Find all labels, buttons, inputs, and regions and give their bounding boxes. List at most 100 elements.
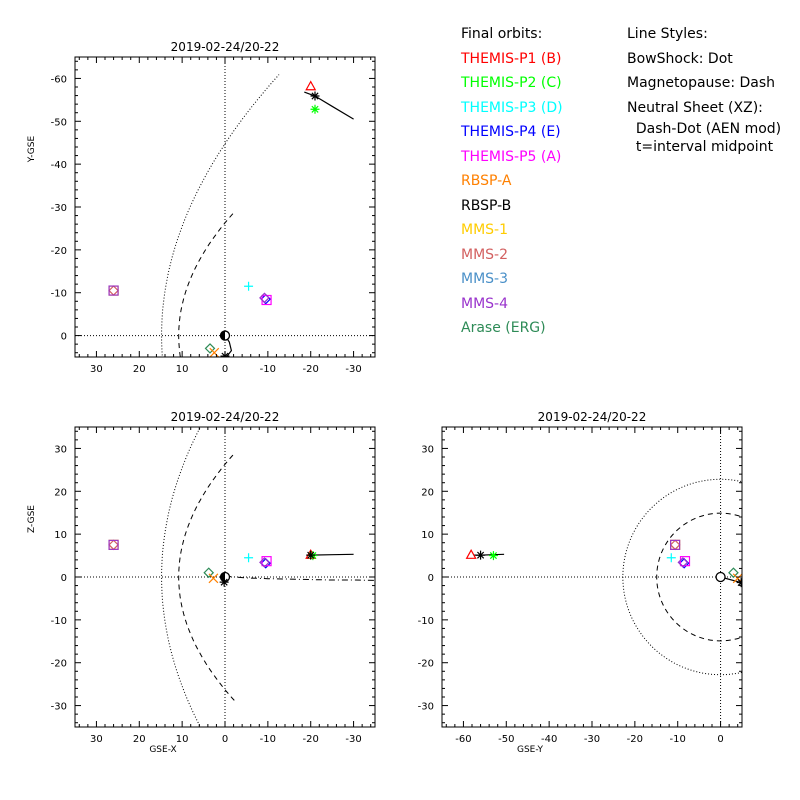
marker-mms-4 [259, 557, 270, 568]
orbits-legend-title: Final orbits: [461, 26, 543, 42]
x-tick-label: -30 [584, 734, 600, 745]
panel-yz: -60 -50 -40 -30 -20 -10 0 -30 -20 -10 0 10 20 30 2019-… [418, 410, 743, 755]
y-tick-label: 30 [54, 444, 67, 455]
y-tick-label: -60 [51, 74, 67, 85]
x-tick-label: -10 [260, 364, 276, 375]
legend-entry-mms-4: MMS-4 [461, 295, 509, 312]
legend-entry-themis-p2-c: THEMIS-P2 (C) [461, 75, 562, 91]
x-tick-label: 30 [90, 734, 103, 745]
marker-rbsp-b [219, 577, 229, 587]
x-tick-label: 10 [176, 364, 189, 375]
bowshock-curve [622, 478, 742, 676]
line-style-0: BowShock: Dot [627, 50, 733, 67]
legend-entry-rbsp-b: RBSP-B [461, 197, 512, 214]
x-axis-label: GSE-X [149, 745, 176, 755]
x-tick-label: -30 [345, 734, 361, 745]
x-tick-label: 20 [133, 734, 146, 745]
x-tick-label: -40 [541, 734, 557, 745]
marker-rbsp-a [208, 573, 219, 584]
y-tick-label: -20 [51, 246, 67, 257]
x-tick-label: -10 [670, 734, 686, 745]
marker-rbsp-b [306, 550, 316, 560]
x-tick-label: 0 [222, 364, 228, 375]
legend-entry-rbsp-a: RBSP-A [461, 173, 512, 189]
y-tick-label: 10 [421, 530, 434, 541]
marker-themis-p2-c [310, 104, 320, 114]
legend-entry-themis-p4-e: THEMIS-P4 (E) [461, 124, 561, 140]
x-tick-label: -10 [260, 734, 276, 745]
legend-entry-themis-p1-b: THEMIS-P1 (B) [461, 50, 562, 67]
y-tick-label: 0 [61, 332, 67, 343]
line-style-1: Magnetopause: Dash [627, 75, 776, 91]
earth-symbol [715, 571, 726, 583]
legend-entry-mms-3: MMS-3 [461, 271, 509, 287]
y-tick-label: -40 [51, 160, 67, 171]
y-axis-label: Y-GSE [27, 136, 37, 164]
marker-arase-erg [728, 567, 739, 579]
line-style-4: t=interval midpoint [627, 139, 774, 155]
x-tick-label: 10 [176, 734, 189, 745]
marker-mms-1 [670, 539, 681, 550]
marker-mms-1 [108, 539, 119, 550]
marker-mms-2 [108, 285, 119, 296]
marker-themis-p1-b [465, 548, 477, 559]
marker-mms-4 [259, 292, 270, 304]
y-tick-label: 30 [421, 444, 434, 455]
marker-themis-p5-a [261, 556, 272, 567]
marker-mms-2 [108, 539, 119, 551]
marker-mms-1 [108, 285, 119, 296]
y-tick-label: -30 [418, 702, 434, 713]
x-tick-label: -20 [303, 364, 319, 375]
marker-themis-p5-a [679, 556, 691, 567]
y-tick-label: 0 [428, 573, 434, 584]
x-tick-label: 0 [222, 734, 228, 745]
x-tick-label: 20 [133, 364, 146, 375]
y-tick-label: -10 [418, 616, 434, 627]
marker-themis-p3-d [666, 553, 676, 563]
y-tick-label: -20 [51, 659, 67, 670]
track-rbsp-b [310, 553, 354, 556]
x-tick-label: -60 [455, 734, 471, 745]
marker-arase-erg [204, 343, 216, 354]
x-tick-label: -50 [498, 734, 514, 745]
marker-themis-p3-d [244, 281, 254, 291]
x-tick-label: -30 [345, 364, 361, 375]
marker-mms-4 [677, 557, 689, 568]
legend-entry-arase-erg: Arase (ERG) [461, 320, 546, 336]
magnetopause-curve [178, 453, 235, 701]
x-tick-label: 30 [90, 364, 103, 375]
marker-rbsp-b [310, 91, 320, 101]
orbits-legend: Final orbits: THEMIS-P1 (B) THEMIS-P2 (C)… [461, 22, 563, 341]
line-styles-title: Line Styles: [627, 26, 708, 42]
x-axis-label: GSE-Y [517, 745, 544, 755]
legend-entry-mms-2: MMS-2 [461, 246, 509, 263]
line-style-2: Neutral Sheet (XZ): [627, 99, 763, 116]
y-tick-label: -30 [51, 702, 67, 713]
marker-arase-erg [203, 567, 215, 579]
plot-area [75, 427, 375, 727]
marker-mms-2 [669, 539, 681, 551]
panel-xy: 30 20 10 0 -10 -20 -30 0 -10 -20 -30 -40 -50 -60 2019-… [27, 40, 376, 375]
panel-title: 2019-02-24/20-22 [171, 410, 280, 424]
magnetopause-curve [178, 211, 235, 357]
y-tick-label: -20 [418, 659, 434, 670]
marker-mms-4 [108, 539, 119, 550]
legend-entry-mms-1: MMS-1 [461, 222, 509, 238]
marker-mms-4 [670, 539, 681, 550]
panel-title: 2019-02-24/20-22 [538, 410, 647, 424]
y-tick-label: -10 [51, 616, 67, 627]
line-styles-legend: Line Styles: BowShock: Dot Magnetopause: … [627, 22, 781, 156]
legend-entry-themis-p5-a: THEMIS-P5 (A) [461, 148, 562, 165]
line-style-3: Dash-Dot (AEN mod) [627, 121, 782, 137]
marker-themis-p1-b [305, 80, 317, 91]
y-tick-label: 0 [61, 573, 67, 584]
track-rbsp-b [304, 91, 354, 120]
marker-themis-p2-c [488, 551, 498, 561]
y-tick-label: 20 [54, 487, 67, 498]
marker-rbsp-b [736, 578, 742, 588]
panel-title: 2019-02-24/20-22 [171, 40, 280, 54]
plot-area [442, 427, 742, 727]
plot-area [75, 57, 375, 357]
y-tick-label: -10 [51, 289, 67, 300]
